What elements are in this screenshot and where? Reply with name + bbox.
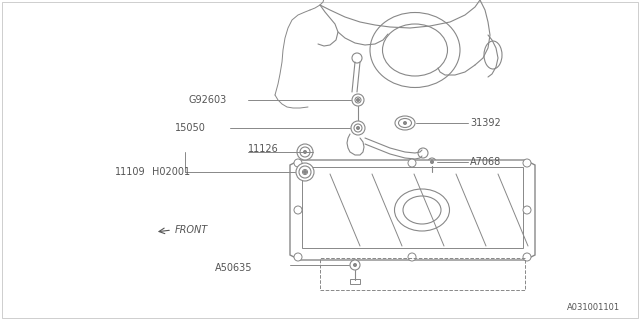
Text: FRONT: FRONT	[175, 225, 208, 235]
Circle shape	[299, 166, 311, 178]
Circle shape	[354, 124, 362, 132]
Text: A50635: A50635	[215, 263, 253, 273]
Circle shape	[294, 159, 302, 167]
Circle shape	[350, 260, 360, 270]
Circle shape	[294, 253, 302, 261]
Ellipse shape	[403, 196, 441, 224]
Bar	[350, 279, 360, 284]
Circle shape	[297, 144, 313, 160]
Circle shape	[352, 94, 364, 106]
Text: H02001: H02001	[152, 167, 190, 177]
Circle shape	[523, 253, 531, 261]
Text: 11126: 11126	[248, 144, 279, 154]
Polygon shape	[290, 160, 535, 260]
Circle shape	[430, 160, 434, 164]
Bar	[429, 172, 435, 176]
Circle shape	[303, 170, 307, 174]
Polygon shape	[302, 167, 523, 248]
Ellipse shape	[383, 24, 447, 76]
Ellipse shape	[394, 189, 449, 231]
Circle shape	[353, 263, 356, 267]
Text: 31392: 31392	[470, 118, 500, 128]
Circle shape	[428, 158, 436, 166]
Circle shape	[303, 171, 307, 173]
Circle shape	[351, 121, 365, 135]
Text: G92603: G92603	[188, 95, 227, 105]
Circle shape	[352, 53, 362, 63]
Circle shape	[523, 206, 531, 214]
Text: A031001101: A031001101	[567, 303, 620, 312]
Text: 11109: 11109	[115, 167, 146, 177]
Text: A7068: A7068	[470, 157, 501, 167]
Circle shape	[408, 253, 416, 261]
Circle shape	[355, 97, 361, 103]
Circle shape	[356, 99, 360, 101]
Circle shape	[300, 147, 310, 157]
Ellipse shape	[370, 12, 460, 87]
Circle shape	[523, 159, 531, 167]
Ellipse shape	[399, 118, 412, 127]
Circle shape	[418, 148, 428, 158]
Ellipse shape	[395, 116, 415, 130]
Circle shape	[403, 122, 406, 124]
Circle shape	[296, 163, 314, 181]
Circle shape	[356, 126, 360, 130]
Ellipse shape	[484, 41, 502, 69]
Bar	[320, 258, 525, 290]
Circle shape	[303, 150, 307, 154]
Circle shape	[294, 206, 302, 214]
Circle shape	[431, 161, 433, 164]
Circle shape	[408, 159, 416, 167]
Text: 15050: 15050	[175, 123, 206, 133]
